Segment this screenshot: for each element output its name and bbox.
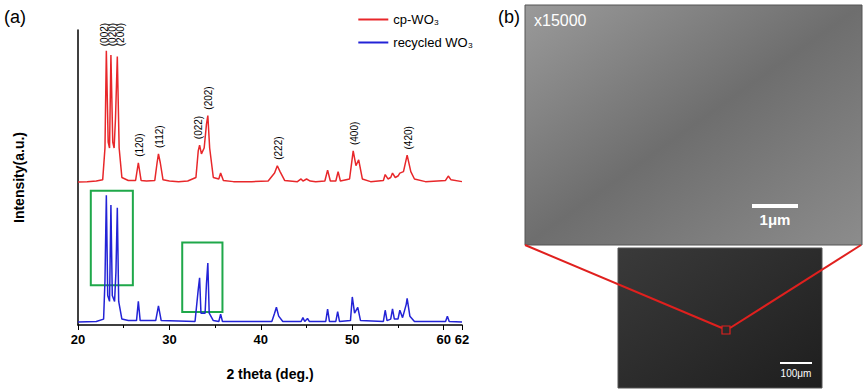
svg-text:x15000: x15000 [534,12,587,29]
svg-text:recycled WO₃: recycled WO₃ [393,35,473,50]
svg-text:(b): (b) [498,7,520,27]
svg-text:50: 50 [345,332,359,347]
svg-text:(222): (222) [273,136,284,159]
svg-text:(a): (a) [4,7,26,27]
svg-text:(200): (200) [115,23,126,46]
svg-text:(020): (020) [107,22,119,47]
svg-text:30: 30 [162,332,176,347]
svg-text:(022): (022) [193,116,204,139]
svg-text:(400): (400) [349,122,360,145]
svg-text:20: 20 [71,332,85,347]
svg-text:(420): (420) [403,126,414,149]
svg-text:(112): (112) [154,125,165,148]
svg-text:Intensity(a.u.): Intensity(a.u.) [11,132,27,223]
svg-text:40: 40 [254,332,268,347]
svg-text:(202): (202) [203,86,214,109]
svg-text:1μm: 1μm [760,211,791,228]
svg-text:cp-WO₃: cp-WO₃ [393,12,439,27]
svg-text:60: 60 [436,332,450,347]
svg-text:2 theta (deg.): 2 theta (deg.) [226,366,313,382]
svg-text:(002): (002) [99,22,110,47]
svg-text:100μm: 100μm [781,368,812,379]
svg-text:62: 62 [455,332,469,347]
svg-text:(120): (120) [134,133,145,156]
